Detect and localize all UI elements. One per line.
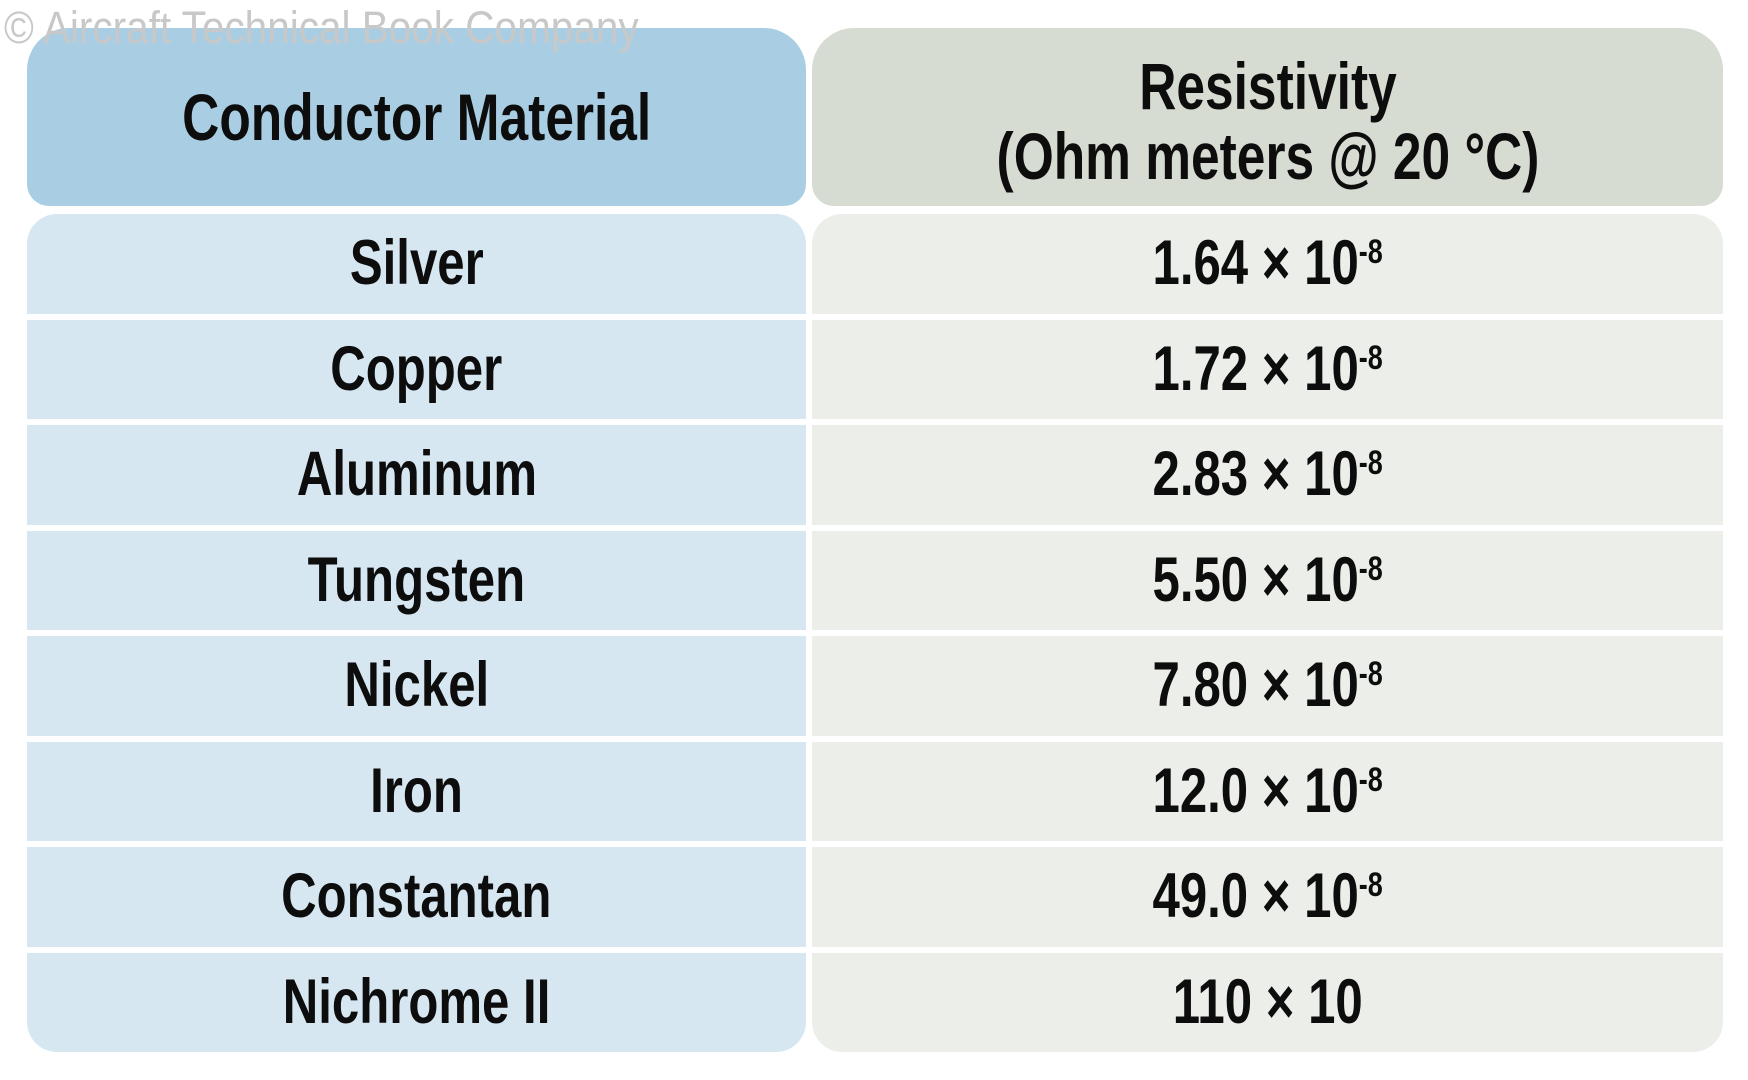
material-cell: Constantan [27,847,806,947]
exponent: -8 [1358,444,1383,483]
copyright-watermark: © Aircraft Technical Book Company [4,2,639,53]
material-label: Copper [330,333,503,404]
material-label: Constantan [281,861,552,932]
material-cell: Copper [27,319,806,419]
header-resistivity: Resistivity (Ohm meters @ 20 °C) [812,28,1723,206]
column-resistivity: Resistivity (Ohm meters @ 20 °C) 1.64 × … [812,28,1723,1052]
material-column-body: Silver Copper Aluminum Tungsten Nickel I… [27,214,806,1052]
material-cell: Aluminum [27,425,806,525]
material-label: Nickel [344,650,489,721]
material-cell: Iron [27,741,806,841]
resistivity-cell: 12.0 × 10-8 [812,741,1723,841]
exponent: -8 [1358,338,1383,377]
material-label: Aluminum [296,439,537,510]
resistivity-cell: 1.72 × 10-8 [812,319,1723,419]
header-conductor-material-label: Conductor Material [181,80,652,154]
resistivity-cell: 49.0 × 10-8 [812,847,1723,947]
material-cell: Silver [27,214,806,314]
resistivity-value: 7.80 × 10-8 [1152,650,1383,721]
resistivity-value: 12.0 × 10-8 [1152,755,1383,826]
material-cell: Nickel [27,636,806,736]
material-label: Iron [370,755,463,826]
resistivity-value: 2.83 × 10-8 [1152,439,1383,510]
header-resistivity-line1: Resistivity [1138,49,1397,123]
header-conductor-material: Conductor Material [27,28,806,206]
resistivity-value: 5.50 × 10-8 [1152,544,1383,615]
material-cell: Tungsten [27,530,806,630]
resistivity-value: 110 × 10 [1172,966,1363,1037]
exponent: -8 [1358,866,1383,905]
header-resistivity-line2: (Ohm meters @ 20 °C) [996,119,1539,193]
resistivity-cell: 110 × 10 [812,952,1723,1052]
header-resistivity-label: Resistivity (Ohm meters @ 20 °C) [996,43,1539,191]
resistivity-cell: 5.50 × 10-8 [812,530,1723,630]
resistivity-column-body: 1.64 × 10-8 1.72 × 10-8 2.83 × 10-8 5.50… [812,214,1723,1052]
column-conductor-material: Conductor Material Silver Copper Aluminu… [27,28,806,1052]
resistivity-cell: 7.80 × 10-8 [812,636,1723,736]
material-label: Tungsten [307,544,526,615]
material-cell: Nichrome II [27,952,806,1052]
resistivity-value: 49.0 × 10-8 [1152,861,1383,932]
resistivity-cell: 2.83 × 10-8 [812,425,1723,525]
resistivity-value: 1.64 × 10-8 [1152,228,1383,299]
material-label: Nichrome II [282,966,551,1037]
exponent: -8 [1358,760,1383,799]
resistivity-table: Conductor Material Silver Copper Aluminu… [27,28,1723,1052]
material-label: Silver [349,228,484,299]
resistivity-cell: 1.64 × 10-8 [812,214,1723,314]
exponent: -8 [1358,549,1383,588]
resistivity-value: 1.72 × 10-8 [1152,333,1383,404]
exponent: -8 [1358,233,1383,272]
exponent: -8 [1358,655,1383,694]
